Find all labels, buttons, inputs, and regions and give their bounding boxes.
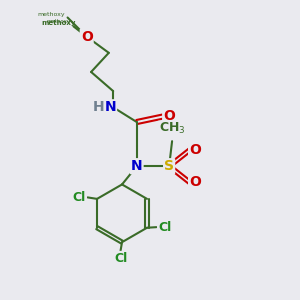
Text: methoxy: methoxy (41, 20, 76, 26)
Text: S: S (164, 159, 174, 173)
Text: O: O (189, 176, 201, 189)
Text: Cl: Cl (114, 252, 127, 265)
Text: CH$_3$: CH$_3$ (159, 121, 185, 136)
Text: H: H (93, 100, 105, 114)
Text: N: N (131, 159, 142, 173)
Text: methoxy: methoxy (38, 12, 65, 17)
Text: Cl: Cl (158, 220, 171, 234)
Text: methoxy: methoxy (46, 20, 71, 24)
Text: O: O (81, 30, 93, 44)
Text: N: N (104, 100, 116, 114)
Text: Cl: Cl (73, 191, 86, 204)
Text: O: O (163, 109, 175, 123)
Text: O: O (189, 143, 201, 157)
